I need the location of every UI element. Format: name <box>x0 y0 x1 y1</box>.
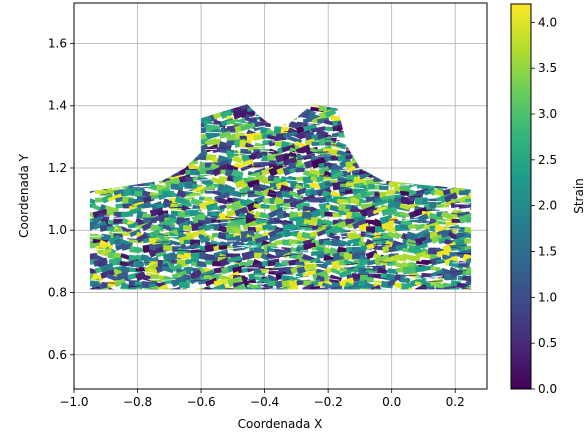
colorbar-tick-label: 3.5 <box>538 61 557 75</box>
mesh-edge <box>324 180 338 181</box>
mesh-edge <box>218 205 232 206</box>
x-axis: −1.0 −0.8 −0.6 −0.4 −0.2 0.0 0.2 <box>59 389 464 409</box>
y-tick-label: 1.4 <box>48 99 67 113</box>
mesh-edge <box>456 203 471 204</box>
y-axis: 0.6 0.8 1.0 1.2 1.4 1.6 <box>48 36 74 361</box>
mesh-edge <box>343 246 361 247</box>
y-tick-label: 0.8 <box>48 286 67 300</box>
colorbar-tick-label: 4.0 <box>538 15 557 29</box>
mesh-edge <box>399 185 415 186</box>
x-tick-label: −0.4 <box>250 395 279 409</box>
y-tick-label: 1.2 <box>48 161 67 175</box>
y-tick-label: 1.0 <box>48 223 67 237</box>
strain-element <box>295 168 305 173</box>
x-axis-label: Coordenada X <box>238 417 323 431</box>
mesh-edge <box>304 203 317 204</box>
colorbar-tick-label: 1.0 <box>538 290 557 304</box>
x-tick-label: −0.2 <box>314 395 343 409</box>
x-tick-label: −1.0 <box>59 395 88 409</box>
colorbar-tick-label: 2.0 <box>538 199 557 213</box>
x-tick-label: −0.6 <box>187 395 216 409</box>
mesh-edge <box>244 153 262 154</box>
colorbar-tick-label: 3.0 <box>538 107 557 121</box>
colorbar-axis: 0.0 0.5 1.0 1.5 2.0 2.5 3.0 3.5 4.0 <box>531 15 557 396</box>
colorbar-tick-label: 0.5 <box>538 336 557 350</box>
y-axis-label: Coordenada Y <box>17 153 31 238</box>
x-tick-label: 0.2 <box>446 395 465 409</box>
colorbar-tick-label: 0.0 <box>538 382 557 396</box>
x-tick-label: 0.0 <box>382 395 401 409</box>
mesh-edge <box>243 246 257 247</box>
x-tick-label: −0.8 <box>123 395 152 409</box>
y-tick-label: 1.6 <box>48 36 67 50</box>
colorbar <box>511 4 531 389</box>
colorbar-label: Strain <box>572 178 586 214</box>
colorbar-tick-label: 1.5 <box>538 245 557 259</box>
colorbar-tick-label: 2.5 <box>538 153 557 167</box>
y-tick-label: 0.6 <box>48 348 67 362</box>
strain-element <box>183 225 193 231</box>
